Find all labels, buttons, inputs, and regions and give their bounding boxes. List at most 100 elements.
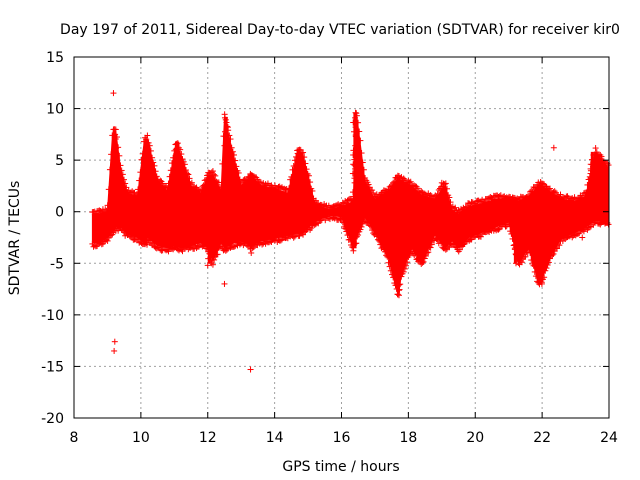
data-point	[144, 172, 151, 179]
data-point	[370, 189, 377, 196]
data-point	[507, 228, 514, 235]
data-point	[175, 220, 182, 227]
x-tick-label: 10	[132, 430, 150, 446]
data-point	[138, 156, 145, 163]
data-point	[435, 186, 442, 193]
data-point	[591, 193, 598, 200]
data-point	[205, 255, 212, 262]
data-point	[592, 145, 599, 152]
data-point	[165, 248, 172, 255]
data-point	[550, 250, 557, 257]
data-point	[605, 221, 612, 228]
data-point	[173, 239, 180, 246]
data-point	[188, 179, 195, 186]
data-point	[295, 224, 302, 231]
data-point	[295, 169, 302, 176]
data-point	[183, 167, 190, 174]
data-point	[538, 243, 545, 250]
data-point	[427, 244, 434, 251]
data-point	[174, 243, 181, 250]
data-point	[206, 186, 213, 193]
data-point	[144, 144, 151, 151]
data-point	[204, 218, 211, 225]
data-point	[590, 189, 597, 196]
data-point	[415, 225, 422, 232]
data-point	[416, 239, 423, 246]
outlier-point	[248, 249, 255, 256]
data-point	[294, 206, 301, 213]
data-point	[112, 126, 119, 133]
data-point	[575, 230, 582, 237]
data-point	[295, 155, 302, 162]
data-point	[112, 154, 119, 161]
data-point	[123, 184, 130, 191]
data-point	[296, 182, 303, 189]
data-point	[373, 233, 380, 240]
data-point	[222, 170, 229, 177]
data-point	[223, 184, 230, 191]
data-point	[351, 198, 358, 205]
data-point	[184, 170, 191, 177]
data-point	[348, 196, 355, 203]
data-point	[359, 159, 366, 166]
data-point	[206, 190, 213, 197]
data-point	[249, 191, 256, 198]
data-point	[143, 148, 150, 155]
data-point	[223, 216, 230, 223]
data-point	[442, 246, 449, 253]
data-point	[605, 162, 612, 169]
data-point	[229, 148, 236, 155]
data-point	[539, 192, 546, 199]
data-point	[205, 172, 212, 179]
data-point	[200, 182, 207, 189]
data-point	[344, 232, 351, 239]
data-point	[524, 193, 531, 200]
data-point	[556, 242, 563, 249]
data-point	[413, 235, 420, 242]
data-point	[232, 157, 239, 164]
data-point	[288, 173, 295, 180]
y-tick-label: 0	[55, 205, 64, 221]
x-tick-label: 18	[399, 430, 417, 446]
data-point	[110, 163, 117, 170]
y-tick-label: -20	[41, 411, 64, 427]
data-point	[206, 246, 213, 253]
data-point	[216, 184, 223, 191]
data-point	[536, 197, 543, 204]
data-point	[175, 229, 182, 236]
data-point	[598, 153, 605, 160]
y-tick-label: 15	[46, 50, 64, 66]
data-point	[589, 184, 596, 191]
data-point	[224, 207, 231, 214]
sdtvar-band	[91, 113, 610, 295]
data-point	[351, 156, 358, 163]
data-point	[284, 189, 291, 196]
data-point	[522, 253, 529, 260]
data-point	[546, 185, 553, 192]
data-point	[539, 257, 546, 264]
data-point	[557, 191, 564, 198]
data-point	[446, 194, 453, 201]
data-point	[420, 258, 427, 265]
data-point	[481, 199, 488, 206]
data-point	[132, 192, 139, 199]
data-point	[223, 119, 230, 126]
data-point	[151, 162, 158, 169]
data-point	[185, 171, 192, 178]
data-point	[495, 226, 502, 233]
data-point	[222, 244, 229, 251]
data-point	[110, 214, 117, 221]
data-point	[112, 135, 119, 142]
data-point	[135, 186, 142, 193]
x-axis-label: GPS time / hours	[282, 459, 399, 475]
data-point	[166, 173, 173, 180]
data-point	[396, 226, 403, 233]
data-point	[403, 262, 410, 269]
data-point	[416, 253, 423, 260]
data-point	[303, 166, 310, 173]
data-point	[174, 234, 181, 241]
data-point	[249, 205, 256, 212]
data-point	[511, 232, 518, 239]
